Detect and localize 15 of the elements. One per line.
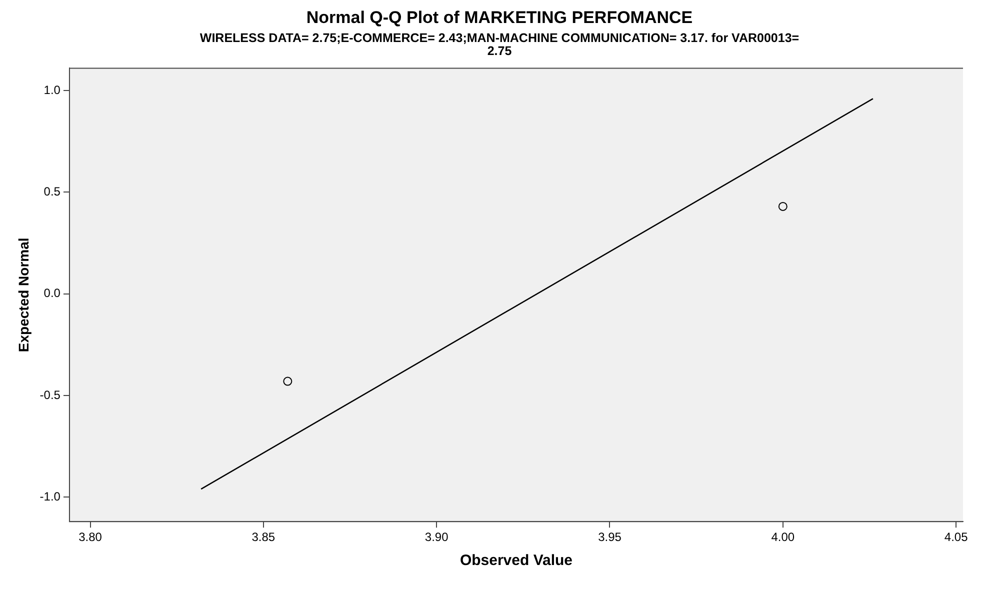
x-tick-label: 3.80 — [78, 530, 102, 544]
x-tick-label: 3.95 — [598, 530, 622, 544]
y-tick-label: 0.5 — [44, 184, 61, 199]
y-tick-label: -0.5 — [40, 388, 61, 402]
x-tick-label: 3.90 — [424, 530, 449, 544]
y-tick-label: 0.0 — [44, 286, 61, 300]
y-tick-label: 1.0 — [44, 82, 61, 97]
x-tick-label: 4.00 — [771, 530, 795, 544]
chart-subtitle: WIRELESS DATA= 2.75;E-COMMERCE= 2.43;MAN-MACHINE COMMUNICATION= 3.17. for VAR00013= 2.75 — [200, 31, 800, 58]
x-tick-label: 4.05 — [944, 530, 968, 544]
x-tick-label: 3.85 — [252, 530, 276, 544]
chart-title: Normal Q-Q Plot of MARKETING PERFOMANCE — [305, 8, 694, 28]
y-tick-label: -1.0 — [40, 490, 61, 504]
x-axis-title: Observed Value — [460, 552, 573, 570]
y-axis-title: Expected Normal — [15, 238, 32, 352]
